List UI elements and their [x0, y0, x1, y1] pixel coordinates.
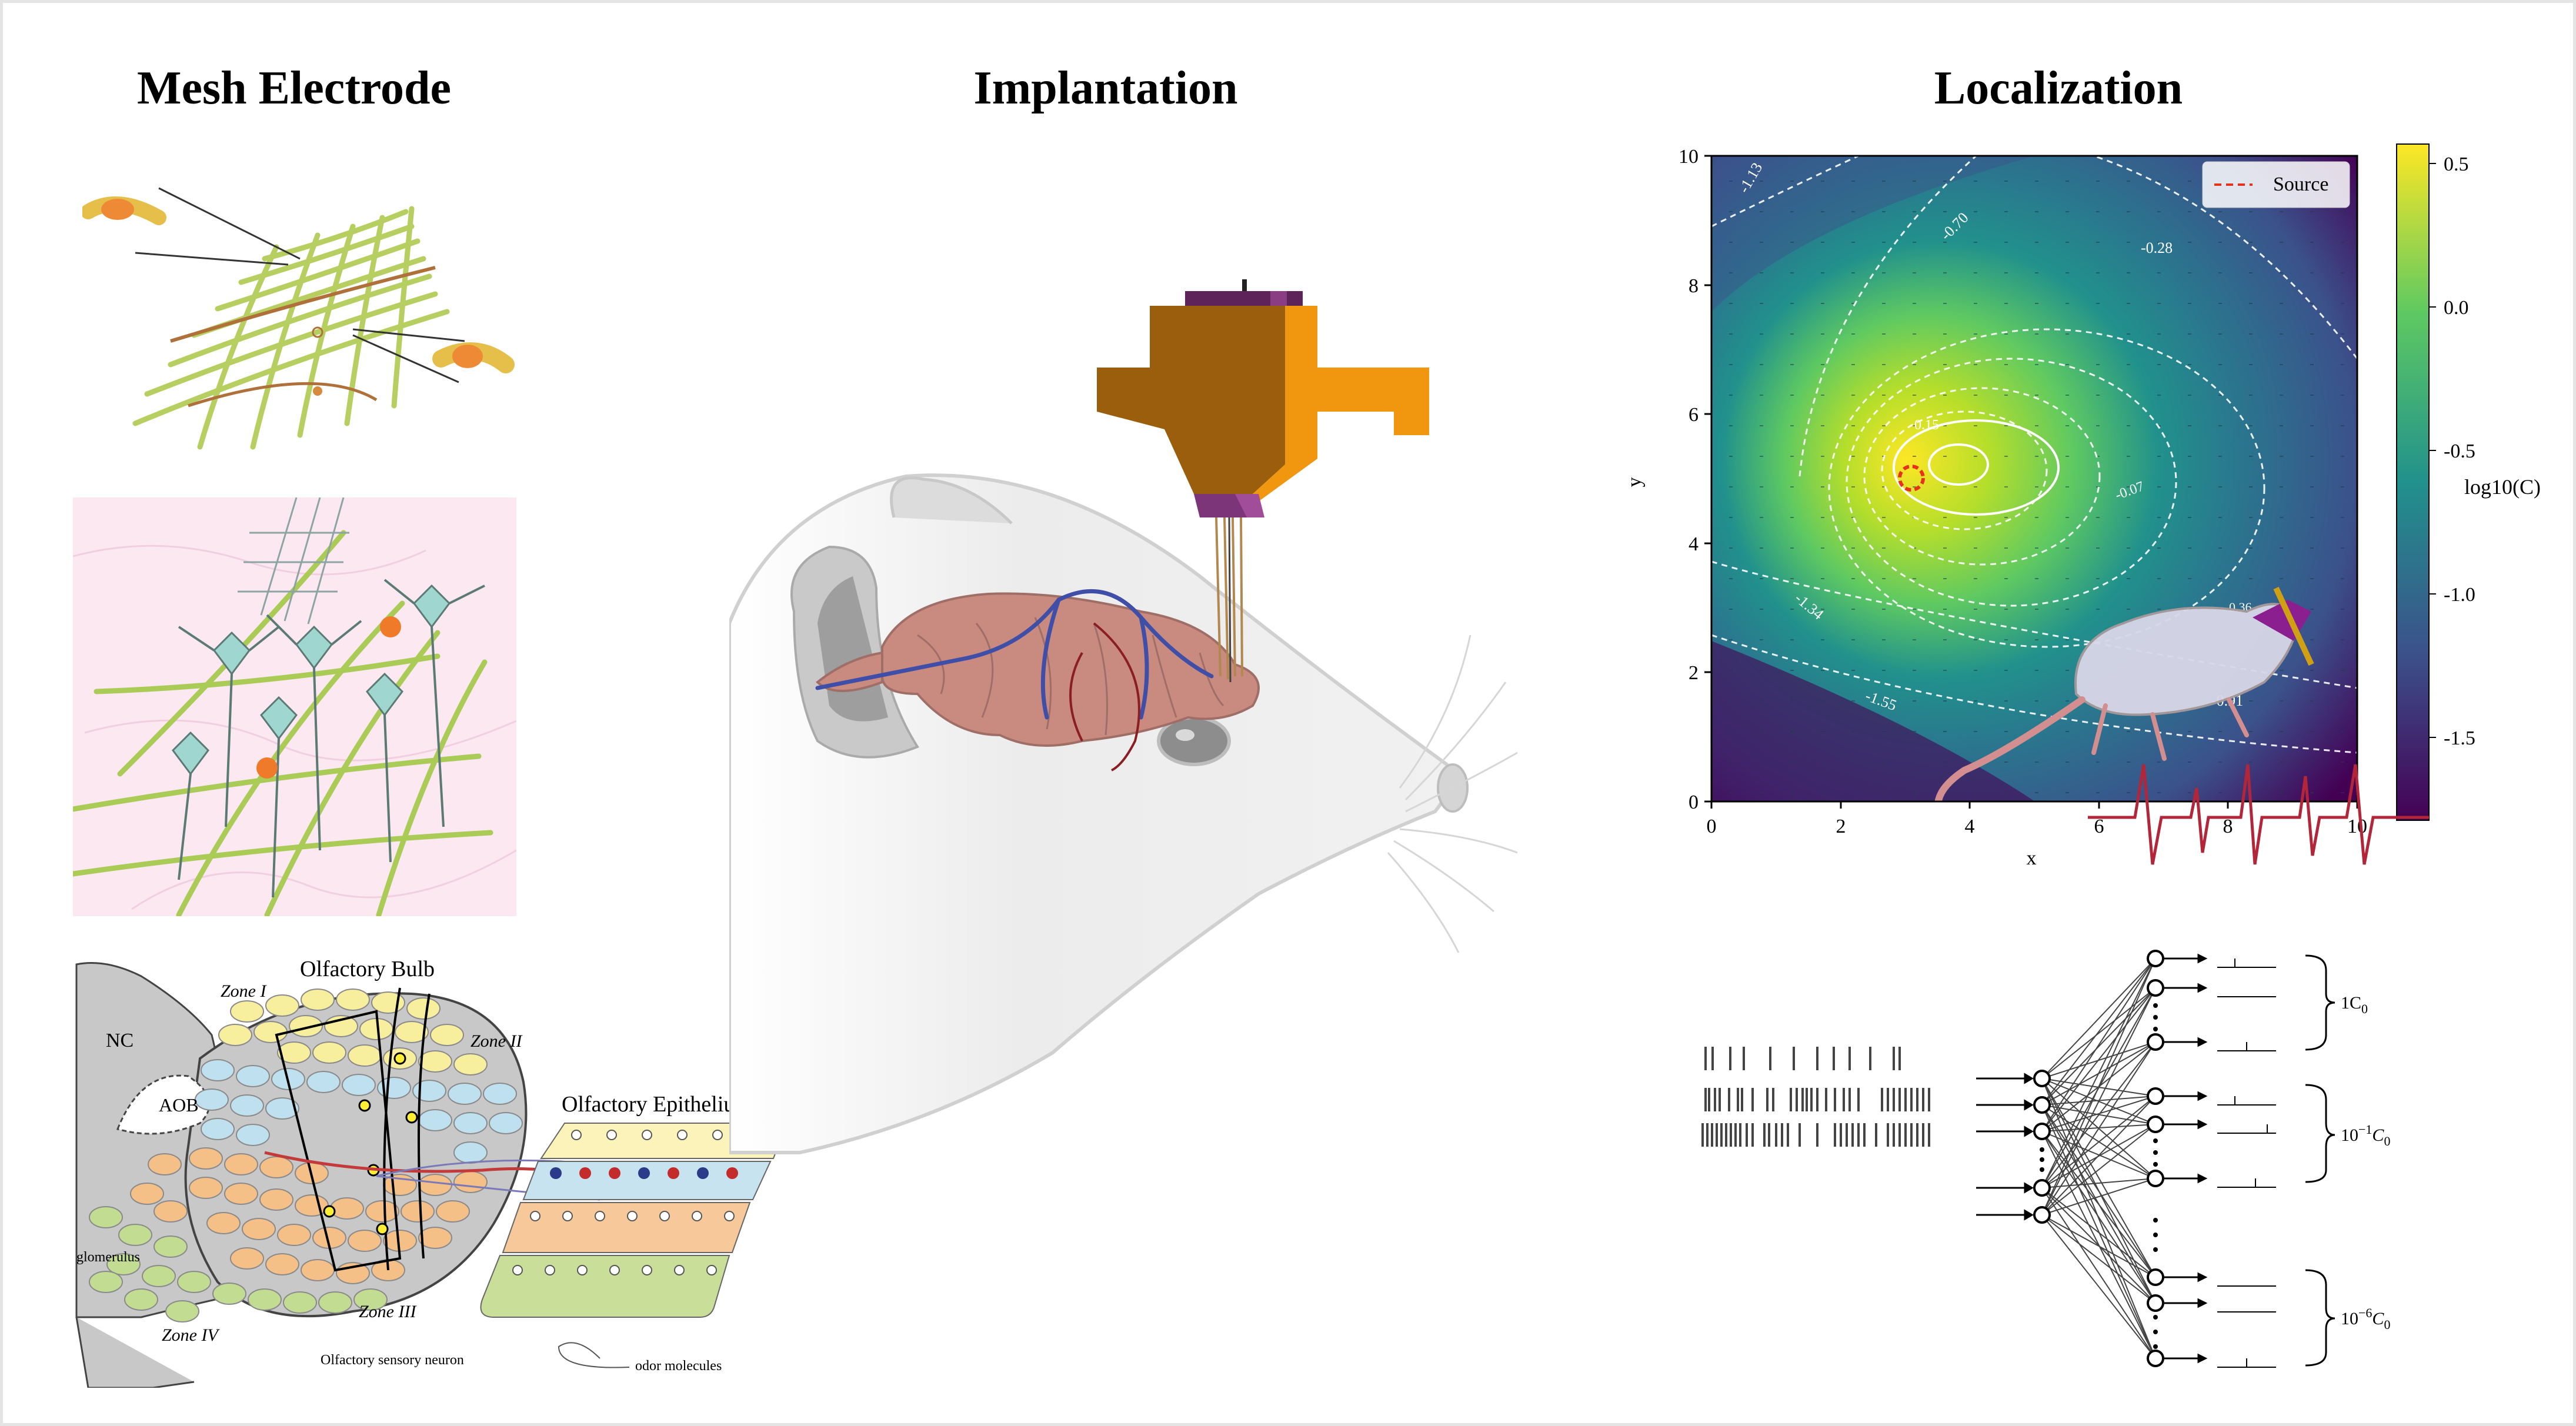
brain: [881, 592, 1260, 747]
zone-ii-label: Zone II: [471, 1031, 523, 1051]
x-tick: 0: [1707, 816, 1717, 837]
colorbar-tick: -1.5: [2444, 727, 2475, 749]
group-1-label: 1C0: [2341, 993, 2368, 1016]
glomerulus-label: glomerulus: [76, 1250, 140, 1265]
source-marker: [1898, 465, 1925, 492]
legend: Source: [2202, 161, 2350, 208]
y-axis-label: y: [1624, 477, 1646, 487]
neuron-mesh-panel: [73, 497, 516, 916]
y-tick: 6: [1689, 404, 1699, 426]
osn-label: Olfactory sensory neuron: [321, 1352, 464, 1368]
colorbar-label: log10(C): [2464, 475, 2541, 499]
zone-iii-label: Zone III: [359, 1302, 417, 1321]
nc-label: NC: [106, 1030, 134, 1051]
mouse-ear-back: [890, 476, 1013, 525]
legend-source-label: Source: [2273, 173, 2328, 195]
contour-label-4: 0.15: [1914, 418, 1939, 433]
x-tick: 2: [1836, 816, 1846, 837]
colorbar-tick: 0.5: [2444, 153, 2469, 175]
zone-i-label: Zone I: [221, 981, 268, 1001]
colorbar: 0.5 0.0 -0.5 -1.0 -1.5 log10(C): [2396, 143, 2541, 821]
zone-iv-label: Zone IV: [162, 1325, 220, 1345]
header-implantation: Implantation: [973, 62, 1238, 114]
olfactory-epithelium-label: Olfactory Epithelium: [562, 1092, 752, 1117]
y-tick: 2: [1689, 662, 1699, 684]
concentration-heatmap: -1.13 -0.70 -0.28 0.15 -0.07 -1.34 -1.55…: [1624, 143, 2541, 869]
implant-device: [1097, 279, 1429, 683]
group-2-label: 10−1C0: [2341, 1122, 2390, 1148]
x-tick: 10: [2347, 816, 2367, 837]
x-tick: 6: [2094, 816, 2104, 837]
x-axis-label: x: [2027, 847, 2037, 869]
colorbar-tick: -0.5: [2444, 440, 2475, 462]
group-3-label: 10−6C0: [2341, 1305, 2390, 1332]
mouse-implantation-illustration: [729, 279, 1518, 1154]
y-tick: 4: [1689, 533, 1699, 555]
y-tick: 8: [1689, 275, 1699, 297]
rat-with-implant-icon: [1934, 586, 2314, 802]
odor-molecules-label: odor molecules: [635, 1358, 722, 1374]
header-localization: Localization: [1934, 62, 2183, 114]
mesh-electrode-sketch: [82, 187, 515, 450]
header-mesh-electrode: Mesh Electrode: [137, 62, 451, 114]
olfactory-bulb-diagram: NC AOB Olfactory Bulb Zone I Zone II Zon…: [75, 957, 781, 1388]
olfactory-bulb-label: Olfactory Bulb: [300, 957, 435, 981]
y-tick: 10: [1679, 146, 1699, 168]
spike-trace: [2088, 764, 2429, 865]
aob-label: AOB: [159, 1094, 199, 1116]
y-tick: 0: [1689, 792, 1699, 813]
plot-frame: [1710, 155, 2358, 803]
colorbar-tick: 0.0: [2444, 297, 2469, 319]
spike-raster: [1701, 1047, 1930, 1147]
decoder-network-diagram: 1C0 10−1C0 10−6C0: [1701, 950, 2390, 1368]
colorbar-tick: -1.0: [2444, 584, 2475, 606]
contour-label-3: -0.28: [2141, 239, 2173, 256]
x-tick: 8: [2223, 816, 2233, 837]
x-tick: 4: [1965, 816, 1975, 837]
